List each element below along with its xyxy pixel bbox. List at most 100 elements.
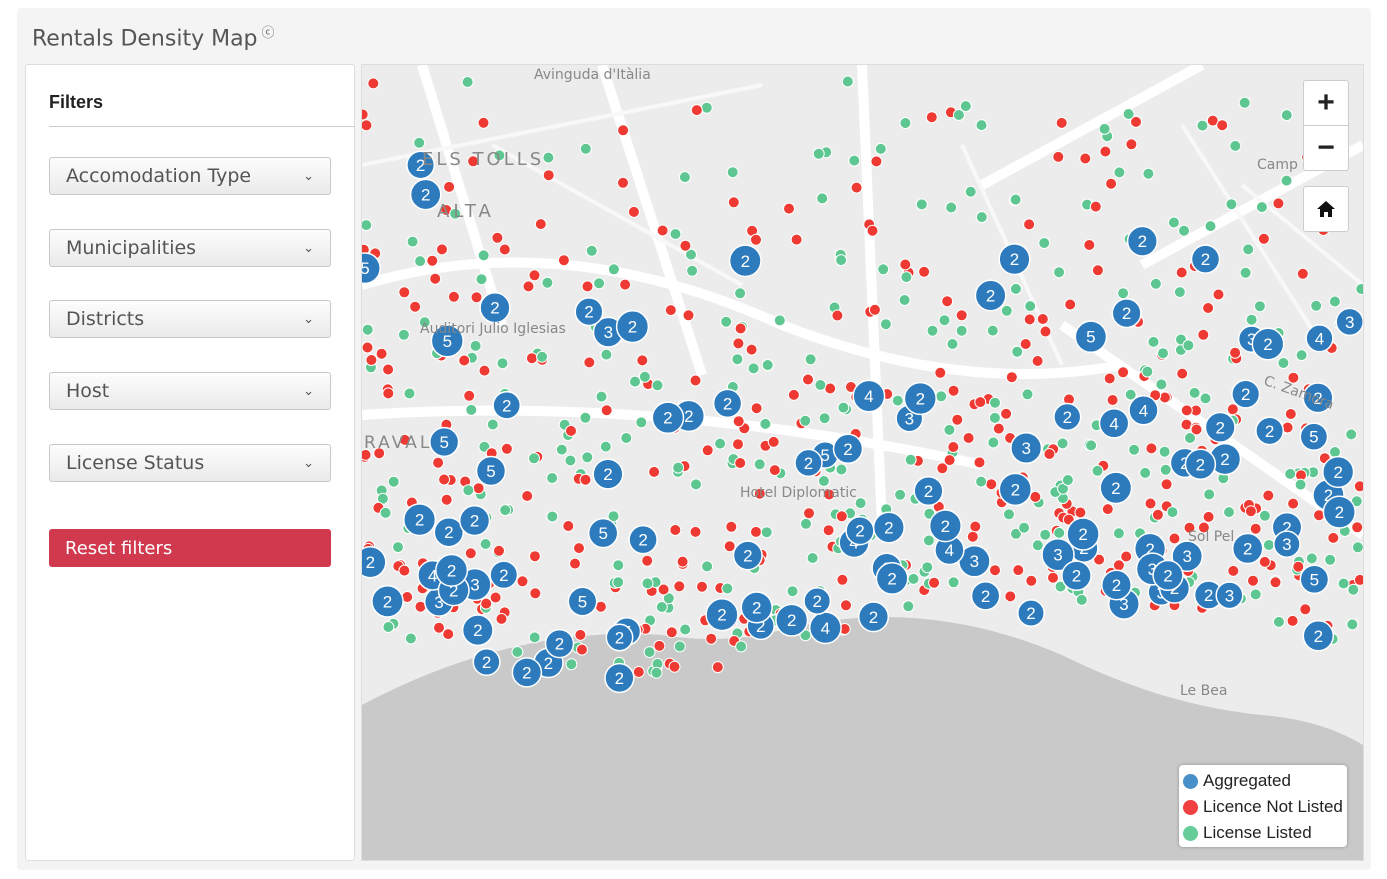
rental-marker[interactable] — [612, 576, 625, 589]
rental-marker[interactable] — [638, 370, 651, 383]
cluster-marker[interactable]: 2 — [732, 540, 763, 571]
rental-marker[interactable] — [409, 300, 422, 313]
rental-marker[interactable] — [836, 573, 849, 586]
rental-marker[interactable] — [750, 525, 762, 538]
zoom-out-button[interactable]: − — [1304, 125, 1348, 170]
rental-marker[interactable] — [835, 510, 848, 523]
rental-marker[interactable] — [1310, 299, 1323, 312]
rental-marker[interactable] — [767, 435, 780, 448]
rental-marker[interactable] — [1262, 489, 1275, 502]
cluster-marker[interactable]: 2 — [511, 657, 543, 688]
rental-marker[interactable] — [1145, 442, 1158, 455]
rental-marker[interactable] — [1272, 197, 1285, 210]
cluster-marker[interactable]: 5 — [475, 455, 507, 487]
rental-marker[interactable] — [648, 465, 661, 478]
cluster-marker[interactable]: 5 — [430, 324, 464, 358]
reset-filters-button[interactable]: Reset filters — [49, 529, 331, 567]
rental-marker[interactable] — [1128, 443, 1141, 456]
rental-marker[interactable] — [489, 591, 502, 604]
rental-marker[interactable] — [546, 510, 559, 523]
rental-marker[interactable] — [398, 286, 411, 299]
cluster-marker[interactable]: 3 — [1041, 537, 1075, 572]
rental-marker[interactable] — [975, 475, 988, 488]
rental-marker[interactable] — [443, 180, 456, 193]
rental-marker[interactable] — [1355, 283, 1363, 295]
rental-marker[interactable] — [1166, 506, 1179, 519]
rental-marker[interactable] — [986, 324, 999, 337]
rental-marker[interactable] — [1329, 446, 1341, 458]
rental-marker[interactable] — [962, 432, 975, 444]
rental-marker[interactable] — [672, 461, 685, 474]
rental-marker[interactable] — [915, 198, 928, 211]
cluster-marker[interactable]: 2 — [1152, 559, 1184, 592]
rental-marker[interactable] — [1158, 445, 1171, 458]
rental-marker[interactable] — [1105, 177, 1118, 190]
rental-marker[interactable] — [387, 475, 400, 488]
rental-marker[interactable] — [493, 149, 506, 162]
rental-marker[interactable] — [988, 411, 1001, 424]
rental-marker[interactable] — [511, 646, 524, 658]
cluster-marker[interactable]: 3 — [958, 544, 991, 578]
cluster-marker[interactable]: 2 — [998, 472, 1033, 507]
rental-marker[interactable] — [773, 314, 786, 327]
rental-marker[interactable] — [1117, 287, 1130, 300]
rental-marker[interactable] — [696, 580, 708, 593]
rental-marker[interactable] — [516, 575, 529, 588]
rental-marker[interactable] — [732, 438, 744, 451]
help-icon[interactable]: ⓒ — [261, 26, 275, 41]
rental-marker[interactable] — [973, 456, 986, 469]
cluster-marker[interactable]: 4 — [808, 611, 842, 645]
cluster-marker[interactable]: 2 — [872, 511, 905, 544]
rental-marker[interactable] — [1009, 193, 1022, 206]
rental-marker[interactable] — [579, 473, 592, 486]
rental-marker[interactable] — [1178, 224, 1190, 237]
rental-marker[interactable] — [947, 384, 960, 397]
cluster-marker[interactable]: 2 — [1231, 532, 1264, 565]
rental-marker[interactable] — [835, 463, 848, 476]
rental-marker[interactable] — [682, 309, 695, 322]
rental-marker[interactable] — [899, 258, 912, 271]
rental-marker[interactable] — [1113, 166, 1126, 179]
rental-marker[interactable] — [398, 433, 411, 446]
rental-marker[interactable] — [555, 443, 568, 456]
rental-marker[interactable] — [564, 454, 577, 467]
rental-marker[interactable] — [362, 341, 374, 354]
rental-marker[interactable] — [1351, 521, 1363, 534]
rental-marker[interactable] — [1139, 466, 1152, 479]
cluster-marker[interactable]: 2 — [857, 601, 890, 633]
rental-marker[interactable] — [480, 597, 493, 610]
cluster-marker[interactable]: 2 — [998, 243, 1031, 276]
rental-marker[interactable] — [465, 403, 478, 416]
rental-marker[interactable] — [1038, 237, 1051, 249]
rental-marker[interactable] — [1125, 138, 1138, 151]
rental-marker[interactable] — [1244, 505, 1257, 518]
rental-marker[interactable] — [877, 263, 890, 276]
rental-marker[interactable] — [619, 278, 632, 291]
rental-marker[interactable] — [1089, 200, 1102, 213]
rental-marker[interactable] — [1074, 506, 1087, 519]
rental-marker[interactable] — [1000, 407, 1013, 420]
rental-marker[interactable] — [528, 631, 541, 644]
rental-marker[interactable] — [1287, 371, 1300, 384]
cluster-marker[interactable]: 2 — [1061, 560, 1092, 592]
rental-marker[interactable] — [1216, 119, 1229, 132]
rental-marker[interactable] — [599, 440, 612, 453]
rental-marker[interactable] — [1031, 539, 1044, 552]
rental-marker[interactable] — [651, 379, 664, 392]
cluster-marker[interactable]: 2 — [492, 390, 522, 420]
rental-marker[interactable] — [1180, 404, 1193, 417]
rental-marker[interactable] — [362, 323, 374, 336]
cluster-marker[interactable]: 2 — [903, 381, 937, 416]
rental-marker[interactable] — [848, 154, 861, 167]
rental-marker[interactable] — [478, 364, 491, 377]
cluster-marker[interactable]: 3 — [1215, 581, 1244, 610]
rental-marker[interactable] — [1011, 345, 1024, 358]
rental-marker[interactable] — [442, 628, 455, 641]
rental-marker[interactable] — [499, 504, 512, 517]
rental-marker[interactable] — [1328, 295, 1341, 308]
rental-marker[interactable] — [1258, 555, 1271, 568]
rental-marker[interactable] — [1262, 539, 1275, 551]
rental-marker[interactable] — [1039, 528, 1052, 541]
cluster-marker[interactable]: 2 — [1251, 327, 1285, 361]
rental-marker[interactable] — [898, 294, 911, 306]
